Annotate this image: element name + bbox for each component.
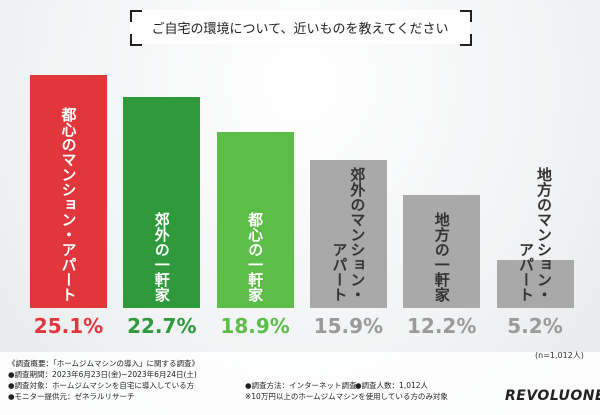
bar: [216, 132, 294, 308]
footer-text: ●調査期間：2023年6月23日(金)~2023年6月24日(土): [8, 370, 197, 379]
value-label: 22.7%: [127, 314, 197, 338]
footer-text: ●調査人数：1,012人: [355, 381, 429, 390]
bar: [30, 74, 107, 308]
footer-text: ●モニター提供元：ゼネラルリサーチ: [8, 392, 135, 401]
footer-text: ●調査方法：インターネット調査: [245, 381, 357, 390]
bracket: [130, 10, 142, 22]
bar-category-label: 郊外のマンション・アパート: [330, 166, 367, 302]
bar-category-label: 都心のマンション・アパート: [59, 106, 78, 302]
bar: [309, 160, 387, 308]
footer-band: [0, 352, 600, 415]
bar: [403, 194, 481, 308]
bar: [496, 259, 574, 308]
bar-category-label: 郊外の一軒家: [152, 211, 171, 302]
footer-text: ●調査対象：ホームジムマシンを自宅に導入している方: [8, 381, 195, 390]
logo: REVOLUONE: [505, 388, 600, 404]
value-label: 18.9%: [220, 314, 290, 338]
footer-text: ※10万円以上のホームジムマシンを使用している方のみ対象: [245, 392, 448, 401]
bar-category-label: 都心の一軒家: [246, 211, 265, 302]
value-label: 12.2%: [406, 314, 477, 338]
bracket: [460, 34, 472, 46]
footer-text: 《調査概要：「ホームジムマシンの導入」に関する調査》: [8, 359, 200, 368]
bar-category-label: 地方のマンション・アパート: [517, 167, 553, 302]
value-label: 25.1%: [33, 314, 104, 338]
value-label: 15.9%: [313, 314, 384, 338]
bar: [123, 96, 201, 308]
bracket: [460, 10, 472, 22]
value-label: 5.2%: [507, 314, 563, 338]
bar-category-label: 地方の一軒家: [432, 212, 451, 302]
chart-title: ご自宅の環境について、近いものを教えてください: [130, 10, 470, 44]
bracket: [130, 34, 142, 46]
sample-note: (n=1,012人): [535, 351, 584, 360]
